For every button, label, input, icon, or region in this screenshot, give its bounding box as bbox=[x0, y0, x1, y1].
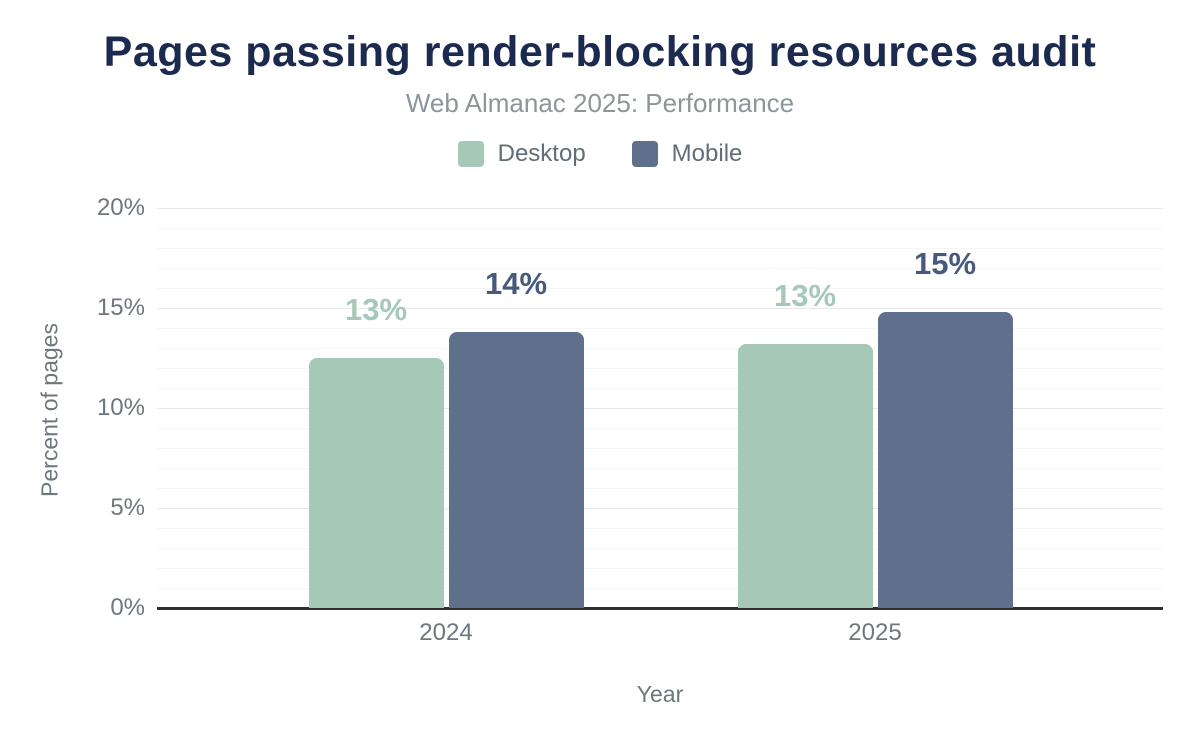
x-category-label: 2024 bbox=[419, 619, 473, 646]
gridline-minor bbox=[157, 348, 1163, 349]
x-axis-title: Year bbox=[636, 681, 684, 707]
gridline-minor bbox=[157, 568, 1163, 569]
x-category-label: 2025 bbox=[848, 619, 902, 646]
gridline-minor bbox=[157, 428, 1163, 429]
gridline-major bbox=[157, 508, 1163, 509]
y-tick-label: 10% bbox=[96, 394, 145, 421]
legend: Desktop Mobile bbox=[0, 140, 1200, 168]
gridline-minor bbox=[157, 528, 1163, 529]
gridline-minor bbox=[157, 368, 1163, 369]
legend-swatch-mobile-icon bbox=[631, 141, 658, 167]
gridline-minor bbox=[157, 228, 1163, 229]
chart-subtitle: Web Almanac 2025: Performance bbox=[405, 88, 795, 118]
value-label-desktop-2025: 13% bbox=[773, 278, 837, 313]
gridline-minor bbox=[157, 548, 1163, 549]
gridline-minor bbox=[157, 388, 1163, 389]
gridline-minor bbox=[157, 328, 1163, 329]
gridline-minor bbox=[157, 468, 1163, 469]
gridline-major bbox=[157, 208, 1163, 209]
gridline-minor bbox=[157, 268, 1163, 269]
value-label-mobile-2024: 14% bbox=[484, 266, 548, 301]
legend-label-desktop: Desktop bbox=[497, 140, 586, 167]
gridline-minor bbox=[157, 588, 1163, 589]
y-tick-label: 20% bbox=[96, 194, 145, 221]
gridline-minor bbox=[157, 288, 1163, 289]
chart-title: Pages passing render-blocking resources … bbox=[103, 28, 1097, 76]
y-tick-label: 5% bbox=[110, 494, 145, 521]
bar-desktop-2025[interactable] bbox=[737, 344, 873, 608]
bar-mobile-2025[interactable] bbox=[877, 312, 1013, 608]
y-tick-label: 0% bbox=[110, 594, 145, 621]
gridline-minor bbox=[157, 488, 1163, 489]
value-label-mobile-2025: 15% bbox=[913, 246, 977, 281]
value-label-desktop-2024: 13% bbox=[344, 292, 408, 327]
bar-mobile-2024[interactable] bbox=[448, 332, 584, 608]
gridline-major bbox=[157, 308, 1163, 309]
gridline-major bbox=[157, 408, 1163, 409]
gridline-minor bbox=[157, 248, 1163, 249]
legend-item-mobile[interactable]: Mobile bbox=[631, 140, 743, 168]
legend-label-mobile: Mobile bbox=[671, 140, 743, 167]
x-axis-line bbox=[157, 607, 1163, 610]
gridline-minor bbox=[157, 448, 1163, 449]
bar-desktop-2024[interactable] bbox=[308, 358, 444, 608]
legend-swatch-desktop-icon bbox=[457, 141, 484, 167]
legend-item-desktop[interactable]: Desktop bbox=[457, 140, 586, 168]
y-tick-label: 15% bbox=[96, 294, 145, 321]
